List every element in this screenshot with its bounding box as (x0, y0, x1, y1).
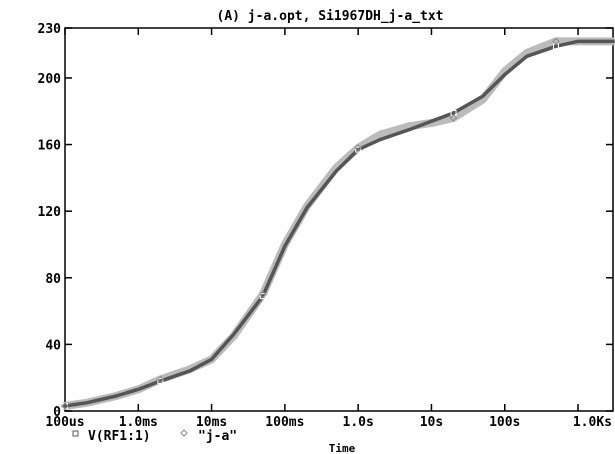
series-1-point-0 (61, 402, 69, 410)
series-1-point-20 (552, 37, 560, 46)
series-1-point-12 (354, 144, 362, 152)
y-tick-label-5: 200 (38, 72, 62, 87)
series-0-point-8 (259, 293, 266, 300)
series-0-point-4 (157, 378, 164, 385)
x-tick-label-6: 100s (489, 415, 520, 430)
legend: V(RF1:1) "j-a" (72, 429, 237, 444)
series-line-1 (61, 37, 615, 410)
series-1-point-16 (449, 114, 458, 122)
legend-label-0: V(RF1:1) (88, 429, 151, 444)
legend-marker-1 (180, 429, 188, 437)
y-tick-label-2: 80 (45, 272, 61, 287)
series-1-point-4 (156, 375, 165, 384)
chart-title: (A) j-a.opt, Si1967DH_j-a_txt (217, 9, 444, 24)
series-line-0 (63, 39, 615, 408)
legend-marker-0 (72, 430, 79, 437)
series-1-point-8 (259, 290, 267, 299)
y-tick-label-1: 40 (45, 338, 61, 353)
x-tick-label-4: 1.0s (343, 415, 374, 430)
x-tick-label-5: 10s (420, 415, 443, 430)
series-0-point-12 (355, 146, 362, 153)
y-tick-label-3: 120 (38, 205, 62, 220)
series-layer (61, 37, 615, 410)
x-tick-label-7: 1.0Ks (573, 415, 612, 430)
y-tick-label-0: 0 (53, 405, 61, 420)
x-axis: 100us 1.0ms 10ms 100ms 1.0s 10s 100s 1.0Ks (45, 28, 612, 430)
y-tick-label-6: 230 (38, 22, 62, 37)
legend-label-1: "j-a" (198, 429, 237, 444)
x-tick-label-0: 100us (45, 415, 84, 430)
x-tick-label-3: 100ms (265, 415, 304, 430)
x-tick-label-1: 1.0ms (119, 415, 158, 430)
y-tick-label-4: 160 (38, 139, 62, 154)
x-tick-label-2: 10ms (196, 415, 227, 430)
y-axis: 0 40 80 120 160 200 230 (38, 22, 613, 420)
plot-frame (64, 27, 614, 412)
x-axis-label: Time (329, 442, 356, 454)
